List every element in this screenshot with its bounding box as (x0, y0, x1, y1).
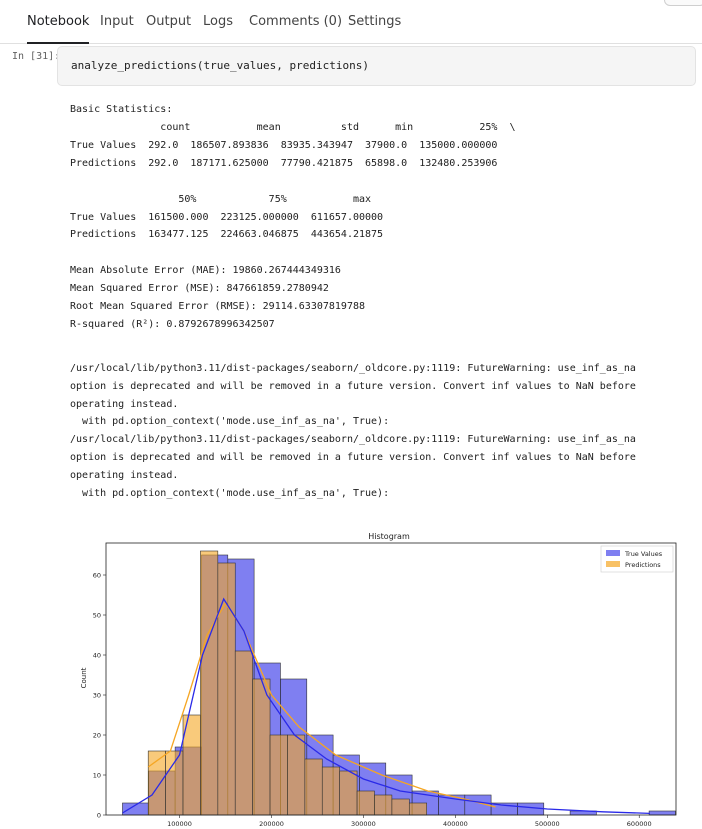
plot-frame (105, 542, 677, 816)
x-tick-label: 600000 (627, 820, 652, 828)
bar-predictions (269, 734, 288, 816)
warning-line: with pd.option_context('mode.use_inf_as_… (70, 488, 390, 499)
window-control[interactable] (664, 0, 702, 6)
tab-settings[interactable]: Settings (348, 14, 402, 29)
tab-comments[interactable]: Comments (0) (249, 14, 343, 29)
bar-predictions (321, 766, 340, 816)
legend-label-pred: Predictions (625, 561, 661, 569)
axes: 100000 200000 300000 400000 500000 600000 0 10 2… (93, 572, 652, 829)
stats-table-1-row-true: True Values 292.0 186507.893836 83935.34… (70, 140, 498, 151)
stats-table-1-header: count mean std min 25% \ (70, 122, 516, 133)
bar-predictions (356, 790, 375, 816)
x-tick-label: 500000 (535, 820, 560, 828)
bar-predictions (304, 758, 323, 816)
legend-label-true: True Values (624, 550, 663, 558)
bar-predictions (287, 734, 306, 816)
stats-table-2-row-true: True Values 161500.000 223125.000000 611… (70, 212, 384, 223)
y-tick-label: 60 (93, 572, 101, 580)
cell-prompt: In [31]: (12, 51, 61, 62)
bar-predictions (165, 750, 184, 816)
stats-table-2-header: 50% 75% max (70, 194, 372, 205)
code-cell[interactable]: analyze_predictions(true_values, predict… (57, 46, 696, 86)
y-axis-label: Count (80, 667, 88, 688)
kde-lines (122, 597, 650, 815)
legend-swatch-pred (606, 561, 620, 567)
y-tick-label: 30 (93, 692, 101, 700)
metric-rmse: Root Mean Squared Error (RMSE): 29114.63… (70, 301, 366, 312)
bar-predictions (374, 794, 393, 816)
x-tick-label: 400000 (443, 820, 468, 828)
warning-line: /usr/local/lib/python3.11/dist-packages/… (70, 434, 636, 445)
bar-predictions (339, 770, 358, 816)
histogram-chart: Histogram Count 100000 200000 300000 400000… (80, 532, 677, 829)
y-tick-label: 10 (93, 772, 101, 780)
x-tick-label: 100000 (167, 820, 192, 828)
notebook-tabs: Notebook Input Output Logs Comments (0) … (0, 0, 702, 44)
legend: True Values Predictions (600, 545, 674, 573)
warning-line: option is deprecated and will be removed… (70, 452, 636, 463)
x-tick-label: 300000 (351, 820, 376, 828)
bar-predictions (234, 650, 253, 816)
metric-mse: Mean Squared Error (MSE): 847661859.2780… (70, 283, 329, 294)
warning-line: operating instead. (70, 470, 179, 481)
y-tick-label: 20 (93, 732, 101, 740)
stats-heading: Basic Statistics: (70, 104, 173, 115)
warning-line: with pd.option_context('mode.use_inf_as_… (70, 416, 390, 427)
y-tick-label: 0 (97, 812, 101, 820)
legend-swatch-true (606, 550, 620, 556)
y-tick-label: 50 (93, 612, 101, 620)
tab-input[interactable]: Input (100, 14, 134, 29)
bar-predictions (252, 678, 271, 816)
kde-line-predictions (147, 601, 496, 808)
warning-line: option is deprecated and will be removed… (70, 381, 636, 392)
tab-notebook[interactable]: Notebook (27, 14, 90, 44)
metric-mae: Mean Absolute Error (MAE): 19860.2674443… (70, 265, 341, 276)
warning-line: operating instead. (70, 399, 179, 410)
stats-table-1-row-pred: Predictions 292.0 187171.625000 77790.42… (70, 158, 498, 169)
warning-line: /usr/local/lib/python3.11/dist-packages/… (70, 363, 636, 374)
bar-predictions (217, 562, 236, 816)
bar-true-values (648, 810, 676, 816)
stats-table-2-row-pred: Predictions 163477.125 224663.046875 443… (70, 229, 384, 240)
kde-line-true-values (122, 597, 650, 815)
y-tick-label: 40 (93, 652, 101, 660)
bar-predictions (408, 802, 427, 816)
bar-predictions (391, 798, 410, 816)
code-text[interactable]: analyze_predictions(true_values, predict… (71, 59, 370, 72)
tab-output[interactable]: Output (146, 14, 192, 29)
bar-predictions (200, 550, 219, 816)
bars-predictions (147, 550, 427, 816)
chart-title: Histogram (368, 532, 410, 541)
tab-logs[interactable]: Logs (203, 14, 233, 29)
metric-r2: R-squared (R²): 0.8792678996342507 (70, 319, 275, 330)
x-tick-label: 200000 (259, 820, 284, 828)
